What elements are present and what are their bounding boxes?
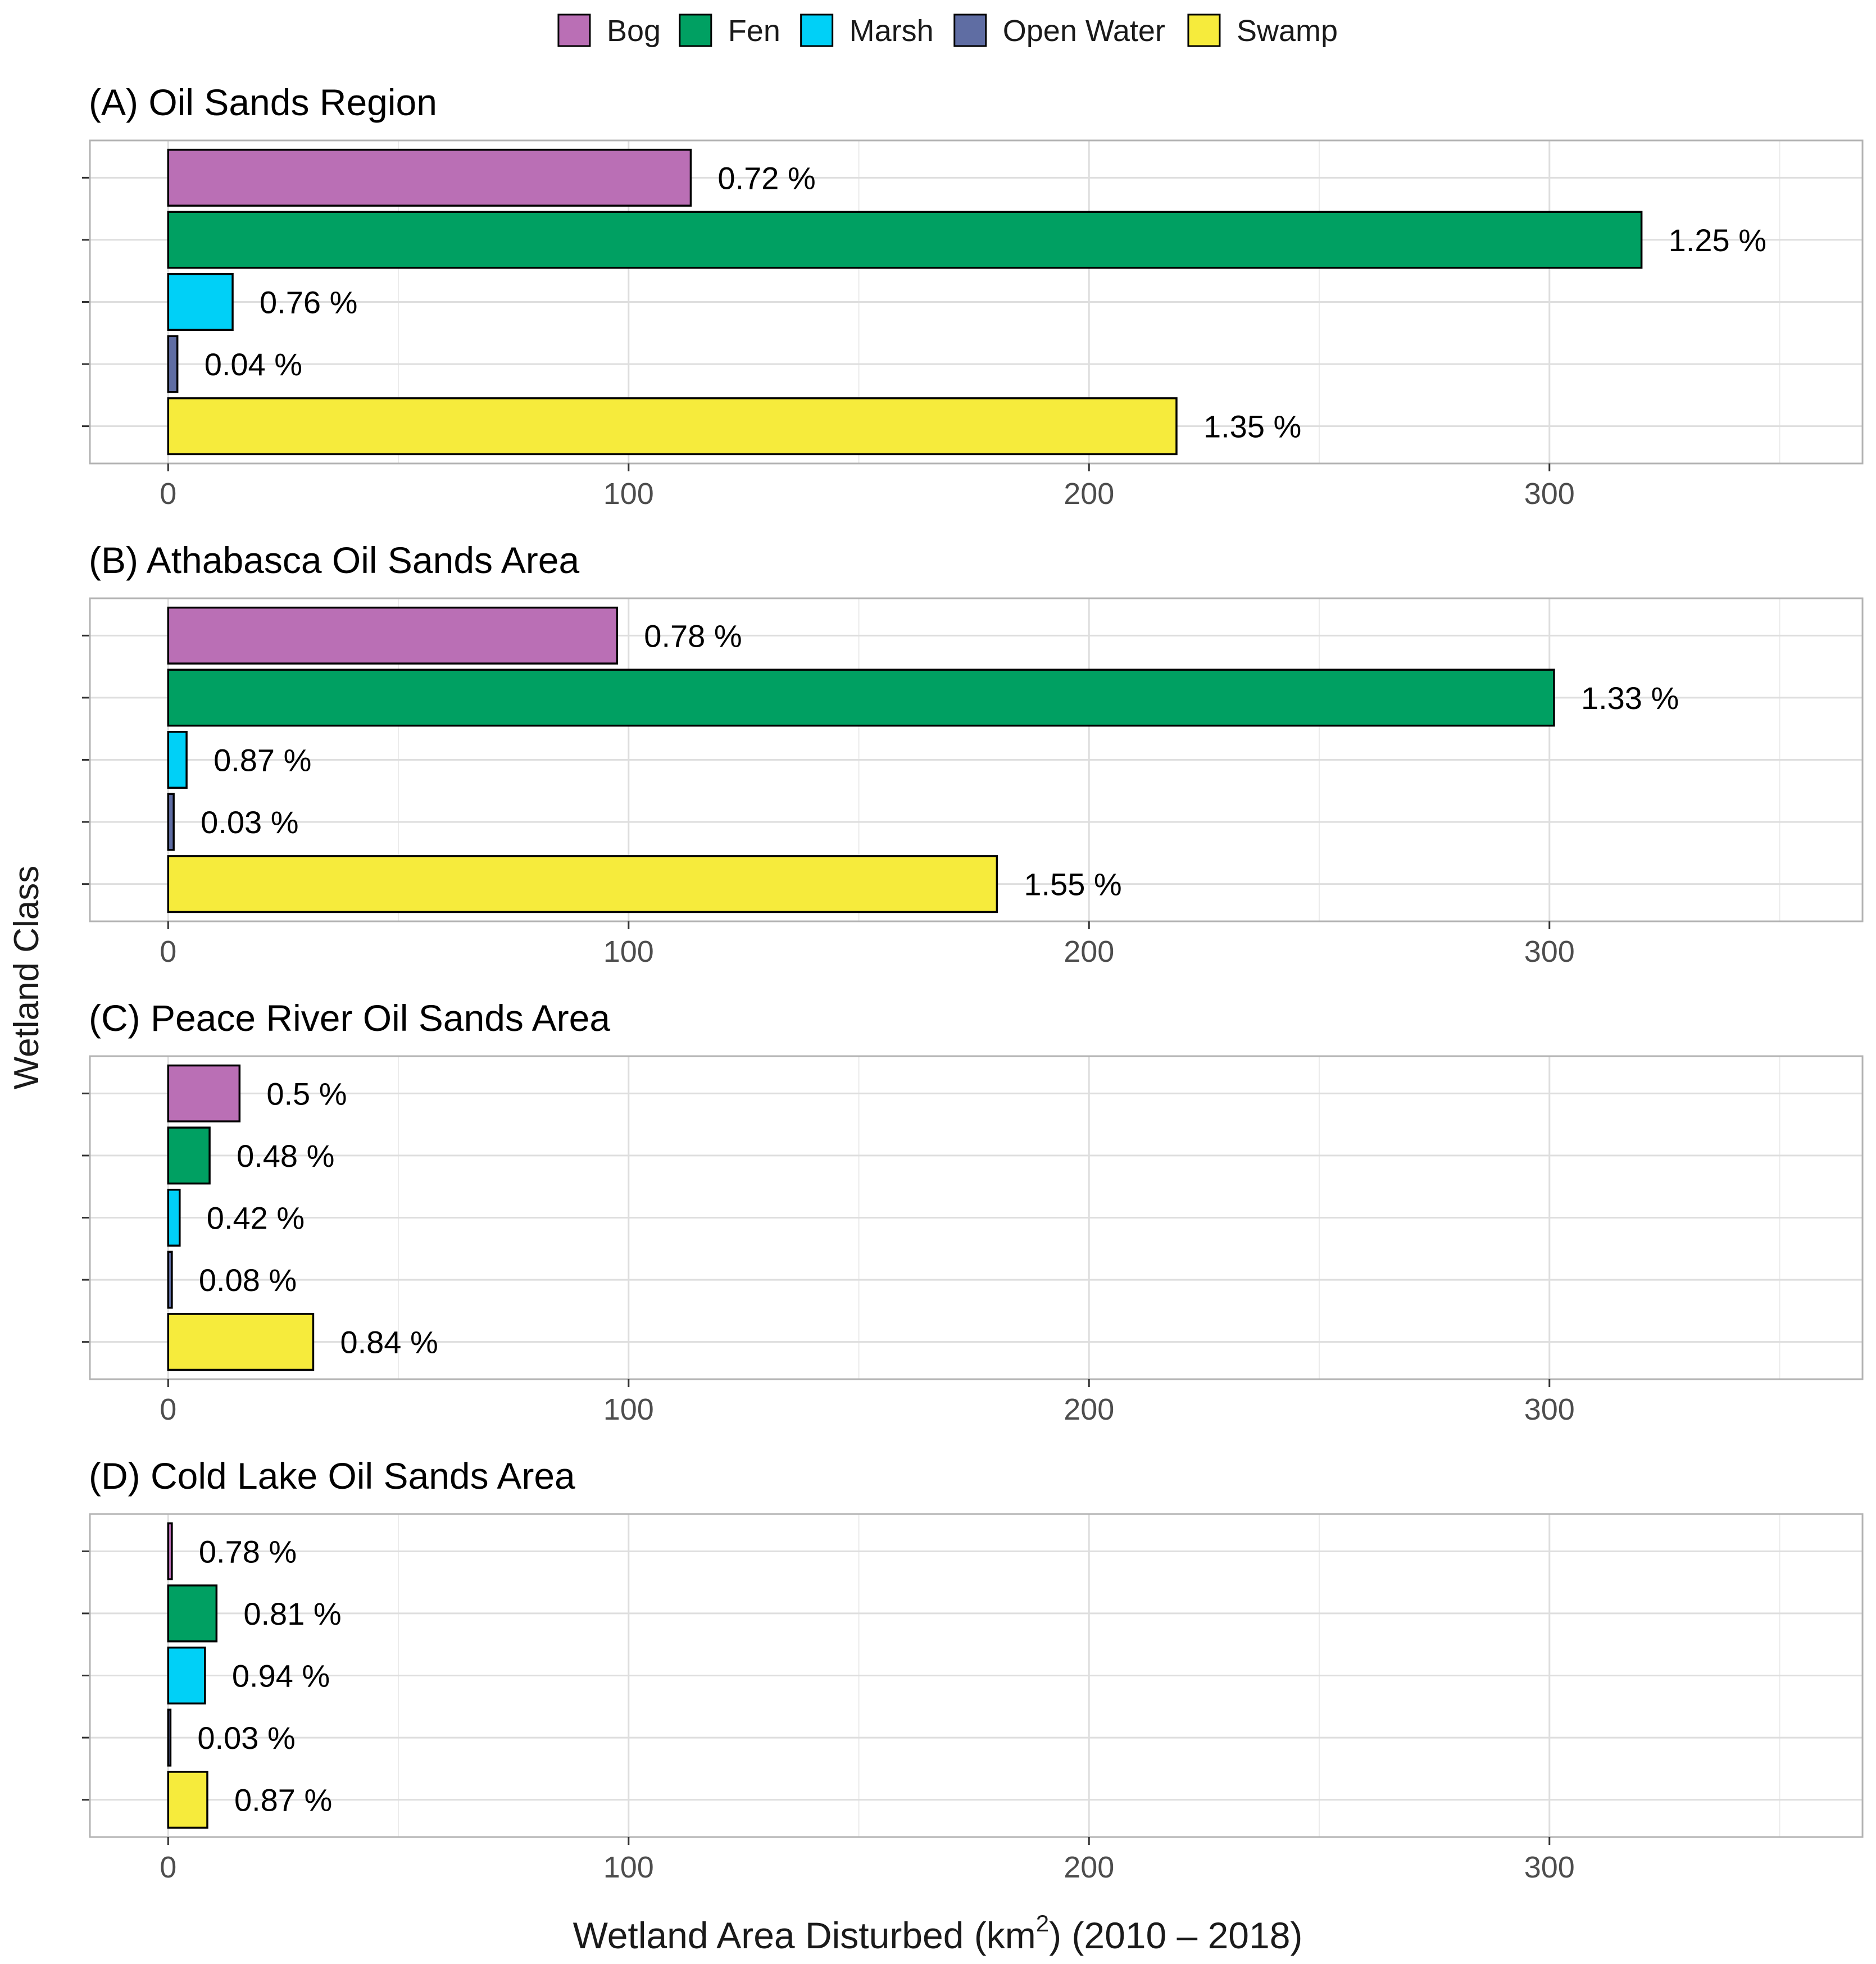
bar-label-bog: 0.78 % — [644, 618, 742, 653]
bar-fen — [167, 669, 1555, 727]
x-axis-title-main: Wetland Area Disturbed (km — [573, 1915, 1036, 1956]
legend-label-open-water: Open Water — [1003, 14, 1165, 48]
x-tick-label: 100 — [603, 935, 654, 969]
x-axis-title-sup: 2 — [1036, 1910, 1049, 1936]
bar-label-swamp: 0.84 % — [340, 1325, 438, 1360]
bar-bog — [167, 148, 692, 207]
x-axis-title-tail: ) (2010 – 2018) — [1049, 1915, 1302, 1956]
bar-label-fen: 1.33 % — [1581, 680, 1679, 716]
x-tick-label: 300 — [1524, 1851, 1575, 1884]
bar-marsh — [167, 272, 234, 331]
bar-swamp — [167, 1771, 208, 1829]
x-tick-label: 0 — [160, 1393, 176, 1426]
x-tick-label: 0 — [160, 935, 176, 969]
x-tick-label: 200 — [1064, 935, 1114, 969]
bar-bog — [167, 606, 619, 665]
bar-label-fen: 1.25 % — [1669, 222, 1766, 258]
bar-fen — [167, 1584, 218, 1643]
legend-item-swamp: Swamp — [1187, 13, 1338, 48]
bar-label-bog: 0.72 % — [717, 160, 815, 196]
bar-open-water — [167, 335, 179, 393]
panel-title: (A) Oil Sands Region — [89, 81, 437, 123]
bar-swamp — [167, 1313, 315, 1371]
x-tick-label: 0 — [160, 1851, 176, 1884]
panel-border — [89, 1055, 1864, 1380]
bar-label-marsh: 0.87 % — [214, 743, 311, 778]
x-tick-label: 0 — [160, 477, 176, 511]
legend-label-bog: Bog — [607, 14, 661, 48]
legend-swatch-open-water — [953, 13, 987, 47]
panel-border — [89, 597, 1864, 922]
bar-swamp — [167, 855, 998, 913]
panel-c: (C) Peace River Oil Sands Area 0.5 % 0.48 … — [82, 997, 1864, 1426]
bar-marsh — [167, 1188, 181, 1247]
bar-marsh — [167, 730, 188, 789]
chart-panels: (A) Oil Sands Region 0.72 % 1.25 % 0.76 % 0.… — [82, 81, 1864, 1884]
x-tick-label: 200 — [1064, 477, 1114, 511]
panel-b: (B) Athabasca Oil Sands Area 0.78 % 1.33 %… — [82, 539, 1864, 969]
bar-open-water — [167, 1708, 172, 1767]
bar-label-marsh: 0.76 % — [260, 285, 357, 320]
x-tick-label: 200 — [1064, 1393, 1114, 1426]
bar-fen — [167, 1126, 211, 1185]
bar-label-open-water: 0.04 % — [205, 347, 302, 382]
bar-label-open-water: 0.03 % — [197, 1720, 295, 1756]
bar-label-marsh: 0.94 % — [232, 1658, 330, 1694]
bar-marsh — [167, 1646, 206, 1705]
legend-label-fen: Fen — [728, 14, 780, 48]
bar-label-bog: 0.78 % — [199, 1534, 297, 1569]
bar-open-water — [167, 1251, 173, 1309]
legend-swatch-swamp — [1187, 13, 1221, 47]
legend-swatch-bog — [557, 13, 591, 47]
panel-border — [89, 1513, 1864, 1838]
x-tick-label: 300 — [1524, 935, 1575, 969]
legend-item-fen: Fen — [679, 13, 780, 48]
y-axis-title: Wetland Class — [7, 866, 46, 1090]
bar-label-swamp: 0.87 % — [234, 1783, 332, 1818]
legend: Bog Fen Marsh Open Water Swamp — [557, 13, 1338, 48]
legend-item-bog: Bog — [557, 13, 661, 48]
bar-label-marsh: 0.42 % — [207, 1201, 305, 1236]
bar-label-fen: 0.48 % — [237, 1138, 334, 1174]
bar-label-open-water: 0.03 % — [201, 804, 298, 840]
bar-open-water — [167, 793, 175, 851]
bar-label-fen: 0.81 % — [243, 1596, 341, 1631]
bar-bog — [167, 1064, 241, 1122]
x-tick-label: 100 — [603, 1393, 654, 1426]
legend-swatch-fen — [679, 13, 712, 47]
legend-swatch-marsh — [800, 13, 834, 47]
bar-label-bog: 0.5 % — [266, 1076, 347, 1111]
panel-border — [89, 139, 1864, 465]
panel-d: (D) Cold Lake Oil Sands Area 0.78 % 0.81 %… — [82, 1455, 1864, 1884]
x-tick-label: 100 — [603, 477, 654, 511]
panel-title: (B) Athabasca Oil Sands Area — [89, 539, 579, 581]
bar-label-open-water: 0.08 % — [199, 1262, 297, 1298]
panel-a: (A) Oil Sands Region 0.72 % 1.25 % 0.76 % 0.… — [82, 81, 1864, 511]
bar-bog — [167, 1522, 173, 1580]
bar-label-swamp: 1.55 % — [1024, 867, 1121, 902]
legend-item-marsh: Marsh — [800, 13, 934, 48]
bar-fen — [167, 211, 1643, 269]
legend-label-marsh: Marsh — [850, 14, 934, 48]
legend-item-open-water: Open Water — [953, 13, 1165, 48]
x-tick-label: 200 — [1064, 1851, 1114, 1884]
x-axis-title: Wetland Area Disturbed (km2) (2010 – 201… — [573, 1910, 1303, 1956]
bar-label-swamp: 1.35 % — [1203, 409, 1301, 444]
panel-title: (D) Cold Lake Oil Sands Area — [89, 1455, 575, 1497]
bar-swamp — [167, 397, 1178, 456]
x-tick-label: 300 — [1524, 477, 1575, 511]
legend-label-swamp: Swamp — [1237, 14, 1338, 48]
x-tick-label: 300 — [1524, 1393, 1575, 1426]
x-tick-label: 100 — [603, 1851, 654, 1884]
panel-title: (C) Peace River Oil Sands Area — [89, 997, 610, 1039]
